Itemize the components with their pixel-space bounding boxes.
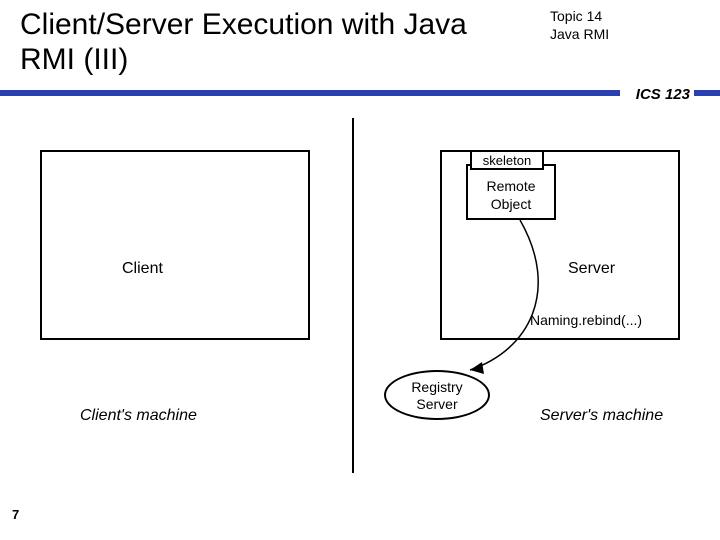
header-rule-main — [0, 90, 620, 96]
remote-object-line1: Remote — [468, 178, 554, 196]
skeleton-badge: skeleton — [470, 150, 544, 170]
remote-object-line2: Object — [468, 196, 554, 214]
topic-line-2: Java RMI — [550, 26, 609, 44]
header-rule-cap — [694, 90, 720, 96]
client-machine-box — [40, 150, 310, 340]
machine-divider-line — [352, 118, 354, 473]
page-number: 7 — [12, 507, 19, 522]
rebind-arrow-head — [470, 362, 484, 374]
naming-rebind-label: Naming.rebind(...) — [530, 312, 642, 328]
course-code: ICS 123 — [636, 86, 690, 103]
page-title: Client/Server Execution with Java RMI (I… — [20, 8, 520, 77]
server-label: Server — [568, 260, 615, 278]
topic-line-1: Topic 14 — [550, 8, 609, 26]
registry-line1: Registry — [386, 379, 488, 396]
registry-line2: Server — [386, 396, 488, 413]
client-label: Client — [122, 260, 163, 278]
remote-object-box: Remote Object — [466, 164, 556, 220]
registry-server-ellipse: Registry Server — [384, 370, 490, 420]
topic-block: Topic 14 Java RMI — [550, 8, 609, 43]
server-machine-label: Server's machine — [540, 407, 663, 425]
client-machine-label: Client's machine — [80, 407, 197, 425]
